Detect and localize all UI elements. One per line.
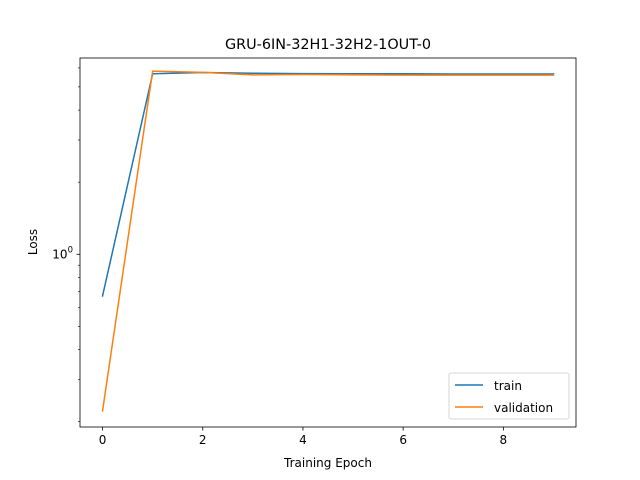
x-tick-label: 2 xyxy=(199,433,207,447)
x-tick-label: 8 xyxy=(500,433,508,447)
series-layer xyxy=(101,70,555,412)
legend: train validation xyxy=(448,372,570,420)
series-line-train xyxy=(101,71,555,297)
x-tick-label: 0 xyxy=(99,433,107,447)
legend-label-train: train xyxy=(494,379,522,393)
x-tick-label: 4 xyxy=(299,433,307,447)
y-axis-label: Loss xyxy=(26,229,40,255)
chart-title: GRU-6IN-32H1-32H2-1OUT-0 xyxy=(225,37,431,53)
x-axis-ticks: 0 2 4 6 8 xyxy=(99,427,507,447)
series-line-validation xyxy=(101,70,555,412)
legend-label-validation: validation xyxy=(494,401,553,415)
y-axis-ticks: 100 xyxy=(52,67,80,422)
y-tick-label: 100 xyxy=(52,245,73,261)
plot-frame xyxy=(79,57,577,428)
x-tick-label: 6 xyxy=(399,433,407,447)
x-axis-label: Training Epoch xyxy=(283,456,372,470)
